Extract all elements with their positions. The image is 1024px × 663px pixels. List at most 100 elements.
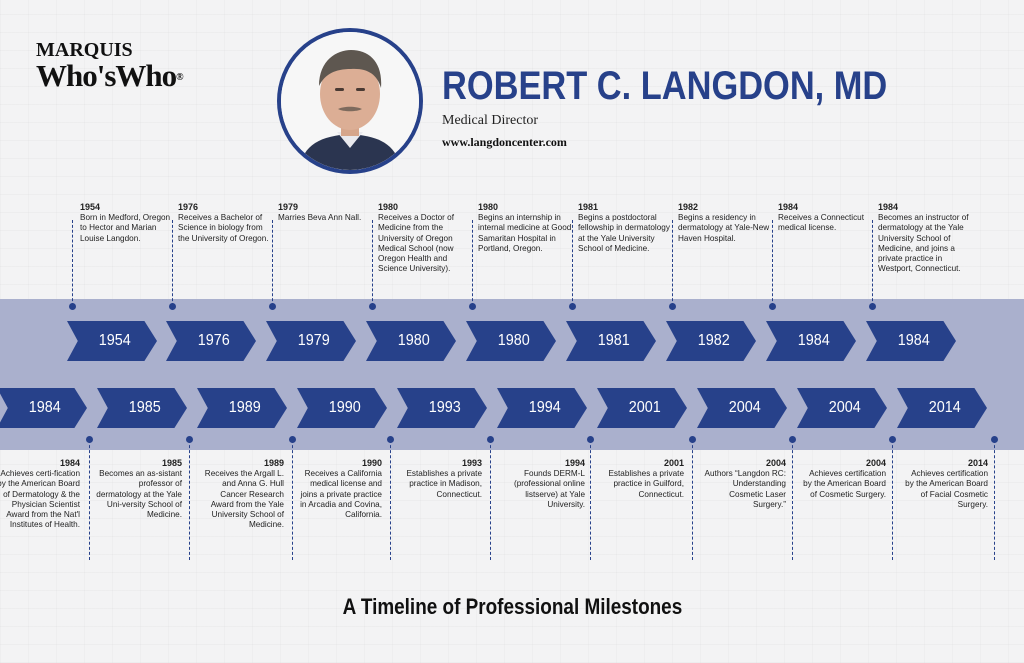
milestone-year: 2014: [967, 458, 988, 468]
connector-dot: [369, 303, 376, 310]
milestone-1994: 1994 Founds DERM-L (professional online l…: [499, 458, 585, 510]
year-marker-label: 1984: [797, 332, 831, 349]
milestone-text: Establishes a private practice in Madiso…: [406, 469, 482, 499]
connector-line: [792, 440, 793, 560]
year-marker-1981: 1981: [566, 321, 656, 361]
milestone-text: Begins a residency in dermatology at Yal…: [678, 213, 770, 243]
year-marker-2001: 2001: [597, 388, 687, 428]
connector-dot: [689, 436, 696, 443]
milestone-year: 1993: [461, 458, 482, 468]
milestone-year: 1980: [478, 202, 499, 212]
milestone-text: Born in Medford, Oregon to Hector and Ma…: [80, 213, 171, 243]
milestone-1984: 1984 Becomes an instructor of dermatology…: [878, 202, 974, 274]
connector-line: [994, 440, 995, 560]
registered-mark: ®: [176, 72, 184, 83]
year-marker-label: 1984: [28, 399, 62, 416]
year-marker-label: 2004: [728, 399, 762, 416]
year-marker-label: 1954: [98, 332, 132, 349]
connector-dot: [186, 436, 193, 443]
year-marker-label: 2001: [628, 399, 662, 416]
connector-line: [572, 220, 573, 306]
milestone-1993: 1993 Establishes a private practice in Ma…: [396, 458, 482, 500]
connector-dot: [869, 303, 876, 310]
portrait-photo: [277, 28, 423, 174]
connector-dot: [889, 436, 896, 443]
year-marker-1954: 1954: [67, 321, 157, 361]
logo-top-text: MARQUIS: [36, 39, 133, 61]
milestone-year: 2004: [765, 458, 786, 468]
year-marker-label: 1994: [528, 399, 562, 416]
marquis-whos-who-logo: MARQUIS Who'sWho®: [36, 39, 184, 93]
year-marker-label: 1982: [697, 332, 731, 349]
milestone-year: 1984: [878, 202, 899, 212]
milestone-year: 1982: [678, 202, 699, 212]
milestone-1980: 1980 Begins an internship in internal med…: [478, 202, 574, 254]
timeline-title-text: A Timeline of Professional Milestones: [342, 594, 682, 619]
connector-dot: [289, 436, 296, 443]
milestone-text: Receives a California medical license an…: [300, 469, 382, 520]
year-marker-label: 1980: [497, 332, 531, 349]
year-marker-label: 2014: [928, 399, 962, 416]
milestone-1989: 1989 Receives the Argall L. and Anna G. H…: [198, 458, 284, 530]
milestone-year: 1976: [178, 202, 199, 212]
connector-line: [372, 220, 373, 306]
milestone-year: 1981: [578, 202, 599, 212]
logo-bottom-text: Who'sWho®: [36, 58, 184, 93]
connector-dot: [487, 436, 494, 443]
milestone-year: 1990: [361, 458, 382, 468]
year-marker-1994: 1994: [497, 388, 587, 428]
year-marker-1980: 1980: [466, 321, 556, 361]
milestone-year: 1954: [80, 202, 101, 212]
website-link[interactable]: www.langdoncenter.com: [442, 135, 567, 149]
year-marker-label: 1993: [428, 399, 462, 416]
milestone-1985: 1985 Becomes an as-sistant professor of d…: [96, 458, 182, 520]
connector-dot: [991, 436, 998, 443]
year-marker-1985: 1985: [97, 388, 187, 428]
milestone-year: 2004: [865, 458, 886, 468]
year-marker-1976: 1976: [166, 321, 256, 361]
milestone-text: Receives the Argall L. and Anna G. Hull …: [204, 469, 284, 530]
milestone-1976: 1976 Receives a Bachelor of Science in bi…: [178, 202, 274, 244]
timeline-title: A Timeline of Professional Milestones: [0, 594, 1024, 620]
connector-line: [189, 440, 190, 560]
connector-line: [390, 440, 391, 560]
milestone-year: 1984: [778, 202, 799, 212]
milestone-year: 1985: [161, 458, 182, 468]
year-marker-1984: 1984: [0, 388, 87, 428]
year-marker-1990: 1990: [297, 388, 387, 428]
connector-dot: [769, 303, 776, 310]
milestone-1984: 1984 Achieves certi-fication by the Ameri…: [0, 458, 80, 530]
milestone-1990: 1990 Receives a California medical licens…: [296, 458, 382, 520]
milestone-2001: 2001 Establishes a private practice in Gu…: [598, 458, 684, 500]
year-marker-label: 1979: [297, 332, 331, 349]
milestone-2004: 2004 Authors “Langdon RC: Understanding C…: [700, 458, 786, 510]
milestone-text: Becomes an instructor of dermatology at …: [878, 213, 969, 274]
milestone-1979: 1979 Marries Beva Ann Nall.: [278, 202, 374, 223]
year-marker-2014: 2014: [897, 388, 987, 428]
connector-dot: [169, 303, 176, 310]
connector-line: [672, 220, 673, 306]
person-name: ROBERT C. LANGDON, MD: [442, 64, 888, 108]
milestone-1980: 1980 Receives a Doctor of Medicine from t…: [378, 202, 474, 274]
year-marker-label: 1980: [397, 332, 431, 349]
connector-dot: [269, 303, 276, 310]
connector-line: [172, 220, 173, 306]
connector-dot: [569, 303, 576, 310]
connector-dot: [789, 436, 796, 443]
year-marker-label: 1984: [897, 332, 931, 349]
connector-dot: [387, 436, 394, 443]
year-marker-1984: 1984: [766, 321, 856, 361]
connector-line: [490, 440, 491, 560]
connector-line: [590, 440, 591, 560]
milestone-year: 1984: [59, 458, 80, 468]
connector-line: [872, 220, 873, 306]
connector-dot: [587, 436, 594, 443]
milestone-text: Founds DERM-L (professional online lists…: [513, 469, 585, 509]
connector-line: [692, 440, 693, 560]
year-marker-label: 1989: [228, 399, 262, 416]
connector-dot: [69, 303, 76, 310]
logo-wordmark: Who'sWho: [36, 58, 177, 93]
milestone-2004: 2004 Achieves certification by the Americ…: [800, 458, 886, 500]
milestone-text: Authors “Langdon RC: Understanding Cosme…: [704, 469, 786, 509]
milestone-year: 1994: [564, 458, 585, 468]
